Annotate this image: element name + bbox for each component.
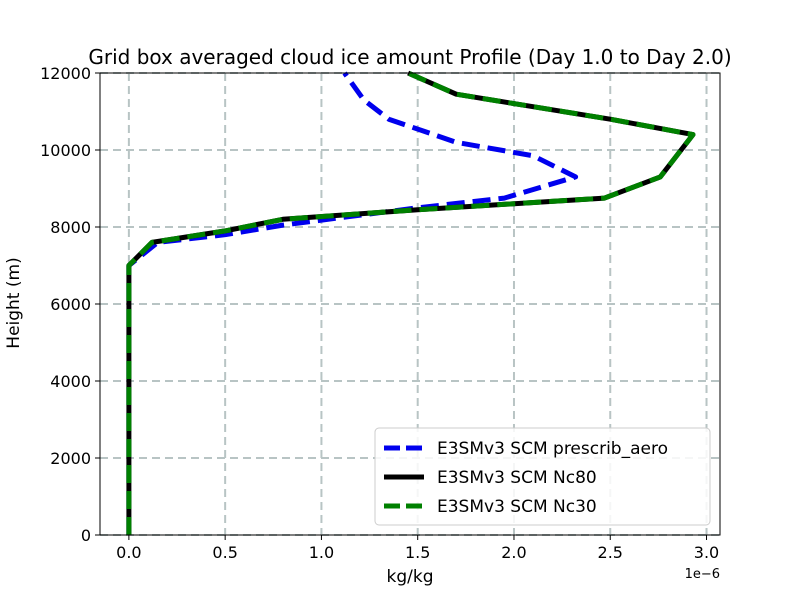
series-lines (126, 70, 696, 535)
x-tick-label: 2.0 (501, 543, 526, 562)
legend-box (374, 427, 711, 526)
x-axis-offset-label: 1e−6 (685, 567, 720, 582)
y-tick-label: 2000 (50, 449, 91, 468)
y-tick-label: 4000 (50, 372, 91, 391)
chart-title: Grid box averaged cloud ice amount Profi… (88, 45, 731, 69)
x-tick-label: 2.5 (598, 543, 623, 562)
x-tick-label: 1.5 (405, 543, 430, 562)
legend-label: E3SMv3 SCM prescrib_aero (437, 439, 668, 459)
y-tick-label: 8000 (50, 218, 91, 237)
y-tick-label: 10000 (40, 141, 91, 160)
y-tick-label: 6000 (50, 295, 91, 314)
axis-ticks: 0.0 0.5 1.0 1.5 2.0 2.5 3.0 0 2000 4000 6000 8000 10… (40, 64, 719, 562)
y-tick-label: 0 (81, 526, 91, 545)
x-tick-label: 1.0 (309, 543, 334, 562)
y-axis-label: Height (m) (4, 257, 24, 348)
legend-label: E3SMv3 SCM Nc80 (437, 468, 597, 488)
legend-label: E3SMv3 SCM Nc30 (437, 497, 597, 517)
series-line-3 (126, 70, 696, 535)
legend: E3SMv3 SCM prescrib_aero E3SMv3 SCM Nc80 E… (374, 427, 711, 526)
x-tick-label: 0.5 (212, 543, 237, 562)
y-tick-label: 12000 (40, 64, 91, 83)
x-axis-label: kg/kg (387, 567, 434, 587)
x-tick-label: 3.0 (694, 543, 719, 562)
x-tick-label: 0.0 (116, 543, 141, 562)
